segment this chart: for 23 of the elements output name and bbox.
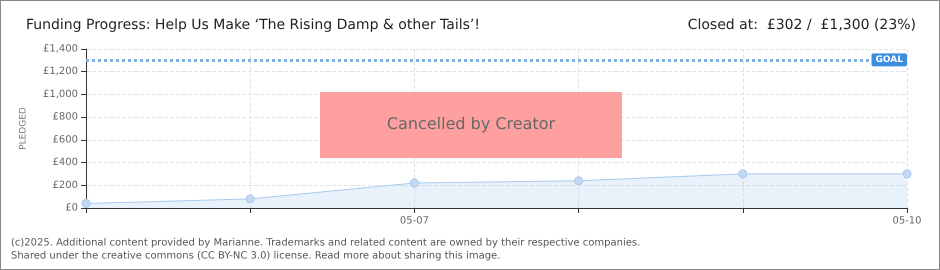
x-tick-label: 05-07: [400, 216, 429, 226]
y-tick-label: £0: [65, 202, 78, 214]
y-tick-label: £1,200: [43, 66, 78, 78]
text: Shared under the creative commons (CC BY-NC 3.0) license. Read more about sharing this image.: [11, 250, 500, 262]
y-tick-label: £1,000: [43, 88, 78, 100]
cancelled-banner: Cancelled by Creator: [320, 92, 622, 158]
text: (c)2025. Additional content provided by Marianne. Trademarks and related content are owned by their respective companies.: [11, 238, 640, 248]
chart-title: Funding Progress: Help Us Make ‘The Rising Damp & other Tails’!: [26, 17, 480, 33]
point: [574, 176, 584, 186]
x-tick-label: 05-10: [892, 216, 922, 226]
y-tick-label: £600: [52, 134, 78, 146]
y-tick-label: £1,400: [43, 44, 78, 54]
y-axis-title: PLEDGED: [18, 107, 28, 150]
y-tick-label: £400: [52, 157, 78, 168]
annotation: Cancelled by Creator: [386, 114, 556, 133]
point: [902, 169, 912, 178]
point: [410, 178, 419, 188]
chart-subtitle: Closed at: £302 / £1,300 (23%): [688, 17, 916, 33]
point: [246, 194, 255, 204]
y-tick-label: £200: [52, 180, 78, 191]
ref-line-label: GOAL: [876, 54, 904, 65]
y-tick-label: £800: [52, 112, 78, 123]
point: [738, 169, 748, 178]
